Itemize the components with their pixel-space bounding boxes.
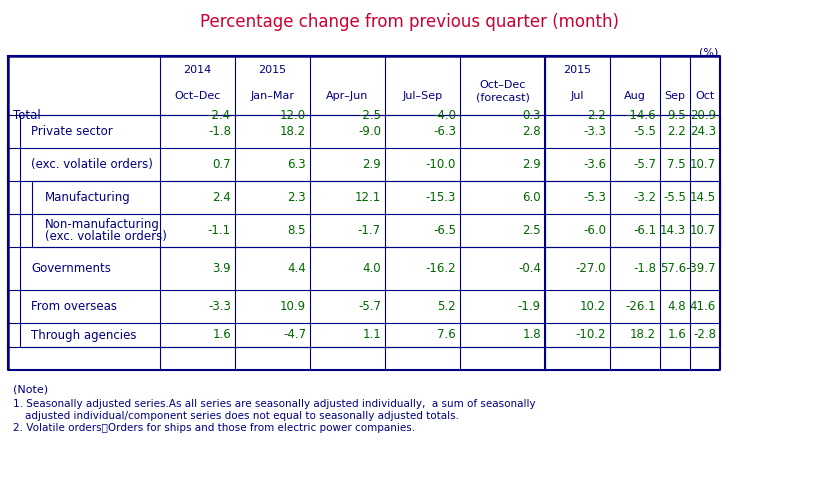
- Text: -5.5: -5.5: [663, 191, 686, 204]
- Text: 10.9: 10.9: [280, 300, 306, 313]
- Text: -27.0: -27.0: [576, 262, 606, 275]
- Text: Private sector: Private sector: [31, 125, 113, 138]
- Text: 2.3: 2.3: [287, 191, 306, 204]
- Text: -6.3: -6.3: [433, 125, 456, 138]
- Text: 9.5: 9.5: [667, 109, 686, 122]
- Text: 12.0: 12.0: [280, 109, 306, 122]
- Text: 41.6: 41.6: [690, 300, 716, 313]
- Text: Aug: Aug: [624, 91, 646, 101]
- Text: Apr–Jun: Apr–Jun: [326, 91, 369, 101]
- Text: -1.9: -1.9: [518, 300, 541, 313]
- Text: Oct–Dec
(forecast): Oct–Dec (forecast): [476, 80, 529, 102]
- Text: 10.7: 10.7: [690, 158, 716, 171]
- Text: -5.5: -5.5: [633, 125, 656, 138]
- Text: 1.6: 1.6: [212, 329, 231, 342]
- Text: Jan–Mar: Jan–Mar: [251, 91, 295, 101]
- Text: -5.7: -5.7: [358, 300, 381, 313]
- Text: 12.1: 12.1: [355, 191, 381, 204]
- Text: -1.8: -1.8: [633, 262, 656, 275]
- Text: 2014: 2014: [183, 65, 211, 75]
- Text: 2.2: 2.2: [667, 125, 686, 138]
- Text: -6.1: -6.1: [633, 224, 656, 237]
- Text: -5.7: -5.7: [633, 158, 656, 171]
- Text: -3.3: -3.3: [583, 125, 606, 138]
- Text: 2.9: 2.9: [362, 158, 381, 171]
- Text: Through agencies: Through agencies: [31, 329, 137, 342]
- Text: -2.5: -2.5: [358, 109, 381, 122]
- Text: 1.8: 1.8: [523, 329, 541, 342]
- Text: 2.8: 2.8: [523, 125, 541, 138]
- Text: 14.3: 14.3: [660, 224, 686, 237]
- Text: -10.2: -10.2: [576, 329, 606, 342]
- Text: 2. Volatile orders：Orders for ships and those from electric power companies.: 2. Volatile orders：Orders for ships and …: [13, 423, 415, 433]
- Text: -15.3: -15.3: [426, 191, 456, 204]
- Text: -3.3: -3.3: [208, 300, 231, 313]
- Text: -9.0: -9.0: [358, 125, 381, 138]
- Text: Jul: Jul: [571, 91, 584, 101]
- Text: 7.5: 7.5: [667, 158, 686, 171]
- Text: 0.7: 0.7: [212, 158, 231, 171]
- Text: -3.6: -3.6: [583, 158, 606, 171]
- Text: 2.4: 2.4: [212, 191, 231, 204]
- Text: -4.7: -4.7: [283, 329, 306, 342]
- Text: Oct–Dec: Oct–Dec: [174, 91, 220, 101]
- Text: 1. Seasonally adjusted series.As all series are seasonally adjusted individually: 1. Seasonally adjusted series.As all ser…: [13, 399, 536, 409]
- Text: 18.2: 18.2: [280, 125, 306, 138]
- Text: 10.7: 10.7: [690, 224, 716, 237]
- Text: 6.0: 6.0: [523, 191, 541, 204]
- Text: -10.0: -10.0: [426, 158, 456, 171]
- Text: -1.7: -1.7: [358, 224, 381, 237]
- Text: Manufacturing: Manufacturing: [45, 191, 131, 204]
- Text: -4.0: -4.0: [433, 109, 456, 122]
- Text: From overseas: From overseas: [31, 300, 117, 313]
- Text: (exc. volatile orders): (exc. volatile orders): [45, 230, 167, 243]
- Text: 6.3: 6.3: [287, 158, 306, 171]
- Text: -39.7: -39.7: [686, 262, 716, 275]
- Text: Sep: Sep: [664, 91, 686, 101]
- Text: 4.8: 4.8: [667, 300, 686, 313]
- Text: 2.9: 2.9: [523, 158, 541, 171]
- Text: -1.1: -1.1: [208, 224, 231, 237]
- Text: -2.8: -2.8: [693, 329, 716, 342]
- Text: 1.6: 1.6: [667, 329, 686, 342]
- Text: (%): (%): [699, 47, 718, 57]
- Text: 4.0: 4.0: [362, 262, 381, 275]
- Text: -5.3: -5.3: [583, 191, 606, 204]
- Text: Jul–Sep: Jul–Sep: [402, 91, 442, 101]
- Text: adjusted individual/component series does not equal to seasonally adjusted total: adjusted individual/component series doe…: [25, 411, 459, 421]
- Text: 5.2: 5.2: [437, 300, 456, 313]
- Text: 7.6: 7.6: [437, 329, 456, 342]
- Text: 2015: 2015: [563, 65, 591, 75]
- Text: -0.4: -0.4: [518, 262, 541, 275]
- Text: -2.4: -2.4: [208, 109, 231, 122]
- Text: Total: Total: [13, 109, 41, 122]
- Text: 20.9: 20.9: [690, 109, 716, 122]
- Text: Non-manufacturing: Non-manufacturing: [45, 218, 160, 231]
- Text: Percentage change from previous quarter (month): Percentage change from previous quarter …: [200, 13, 619, 31]
- Text: -16.2: -16.2: [425, 262, 456, 275]
- Text: 14.5: 14.5: [690, 191, 716, 204]
- Text: 2015: 2015: [259, 65, 287, 75]
- Text: -3.2: -3.2: [633, 191, 656, 204]
- Text: 1.1: 1.1: [362, 329, 381, 342]
- Text: 4.4: 4.4: [287, 262, 306, 275]
- Text: Oct: Oct: [695, 91, 715, 101]
- Text: -26.1: -26.1: [626, 300, 656, 313]
- Text: 18.2: 18.2: [630, 329, 656, 342]
- Text: -1.8: -1.8: [208, 125, 231, 138]
- Text: -6.5: -6.5: [433, 224, 456, 237]
- Text: 8.5: 8.5: [287, 224, 306, 237]
- Text: (Note): (Note): [13, 385, 48, 395]
- Text: 2.2: 2.2: [587, 109, 606, 122]
- Text: 10.2: 10.2: [580, 300, 606, 313]
- Text: -6.0: -6.0: [583, 224, 606, 237]
- Text: 57.6: 57.6: [660, 262, 686, 275]
- Text: 24.3: 24.3: [690, 125, 716, 138]
- Text: -14.6: -14.6: [626, 109, 656, 122]
- Text: Governments: Governments: [31, 262, 111, 275]
- Text: (exc. volatile orders): (exc. volatile orders): [31, 158, 153, 171]
- Text: 0.3: 0.3: [523, 109, 541, 122]
- Text: 3.9: 3.9: [212, 262, 231, 275]
- Text: 2.5: 2.5: [523, 224, 541, 237]
